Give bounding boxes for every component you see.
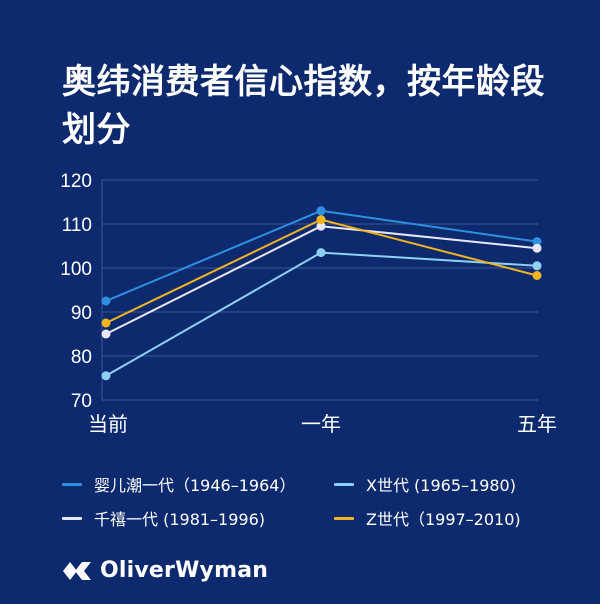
data-point <box>316 206 326 216</box>
legend-swatch <box>334 516 354 520</box>
data-point <box>532 243 542 253</box>
legend: 婴儿潮一代（1946–1964） X世代 (1965–1980) 千禧一代 (198… <box>62 472 582 530</box>
data-point <box>532 237 542 247</box>
legend-item: X世代 (1965–1980) <box>334 472 582 496</box>
legend-label: 千禧一代 (1981–1996) <box>94 510 266 529</box>
legend-item: Z世代（1997–2010) <box>334 506 582 530</box>
series-line-3 <box>105 218 538 324</box>
x-category-label: 一年 <box>301 412 341 436</box>
y-tick-label: 120 <box>60 171 92 192</box>
legend-label: Z世代（1997–2010) <box>366 510 521 529</box>
y-axis-ticks: 120 110 100 90 80 70 <box>60 171 92 412</box>
data-point <box>101 318 111 328</box>
legend-item: 婴儿潮一代（1946–1964） <box>62 472 334 496</box>
legend-label: 婴儿潮一代（1946–1964） <box>94 476 296 495</box>
series-line-1 <box>105 251 538 377</box>
data-point <box>101 329 111 339</box>
x-axis-categories: 当前 一年 五年 <box>88 412 557 436</box>
series-points <box>101 206 542 381</box>
x-category-label: 当前 <box>88 412 128 436</box>
y-tick-label: 70 <box>71 391 92 412</box>
data-point <box>101 296 111 306</box>
series-line-2 <box>105 225 538 335</box>
data-point <box>316 215 326 225</box>
data-point <box>316 248 326 258</box>
series-lines <box>105 209 538 377</box>
x-category-label: 五年 <box>517 412 557 436</box>
data-point <box>532 261 542 271</box>
data-point <box>101 371 111 381</box>
y-tick-label: 110 <box>62 215 92 236</box>
brand-name: OliverWyman <box>100 558 269 583</box>
legend-item: 千禧一代 (1981–1996) <box>62 506 334 530</box>
data-point <box>532 271 542 280</box>
data-point <box>316 221 326 231</box>
chart-title: 奥纬消费者信心指数，按年龄段划分 <box>62 62 545 150</box>
y-tick-label: 100 <box>60 259 92 280</box>
grid-lines <box>101 179 538 401</box>
y-tick-label: 90 <box>71 303 92 324</box>
legend-swatch <box>62 482 82 486</box>
oliver-wyman-logo: OliverWyman <box>62 558 268 583</box>
legend-label: X世代 (1965–1980) <box>366 476 516 495</box>
y-tick-label: 80 <box>71 347 92 368</box>
oliver-wyman-logo-icon <box>63 561 91 580</box>
legend-swatch <box>62 516 82 520</box>
line-chart: 120 110 100 90 80 70 当前 一年 五年 <box>60 171 557 436</box>
legend-swatch <box>334 482 354 486</box>
